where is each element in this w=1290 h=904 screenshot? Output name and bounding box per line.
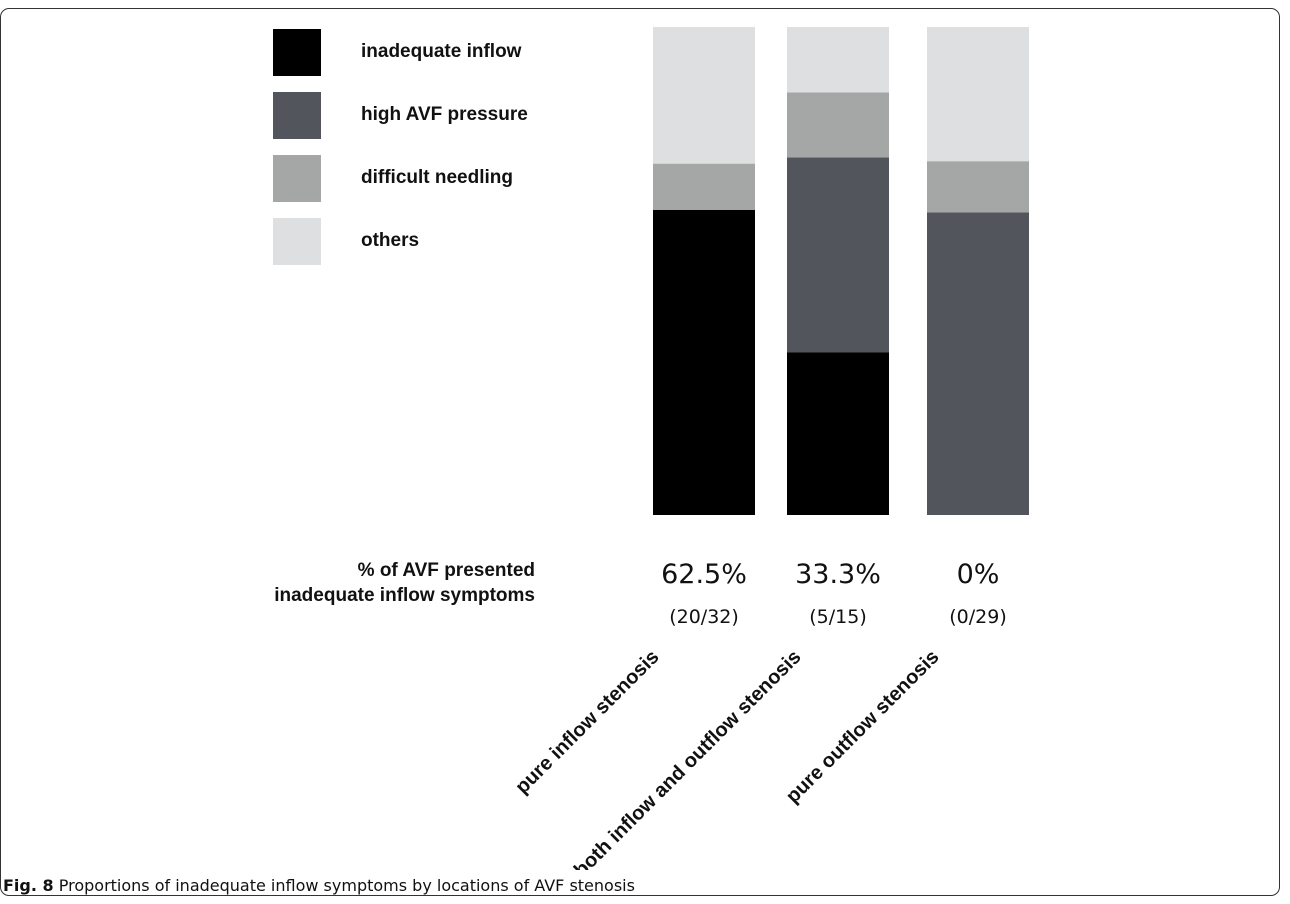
row-label-line-2: inadequate inflow symptoms: [274, 585, 535, 606]
bars: [653, 27, 1029, 515]
bar-segment: [653, 210, 755, 515]
category-label: both inflow and outflow stenosis: [570, 646, 806, 870]
legend-label: difficult needling: [361, 167, 513, 188]
bar-segment: [927, 27, 1029, 162]
fraction-label: (5/15): [809, 606, 867, 628]
legend-swatch: [273, 29, 321, 76]
fraction-label: (20/32): [669, 606, 739, 628]
bar-segment: [653, 27, 755, 164]
row-label-line-1: % of AVF presented: [358, 560, 535, 581]
figure-caption: Fig. 8 Proportions of inadequate inflow …: [3, 876, 635, 895]
stacked-bar-chart: inadequate inflow high AVF pressure diffic…: [273, 27, 1029, 870]
figure-caption-text: Proportions of inadequate inflow symptom…: [53, 876, 635, 895]
percent-label: 0%: [957, 559, 1000, 590]
legend-swatch: [273, 155, 321, 202]
bar-annotations: % of AVF presented inadequate inflow sym…: [274, 559, 1007, 628]
figure-caption-label: Fig. 8: [3, 876, 54, 895]
bar-segment: [927, 161, 1029, 213]
category-label: pure inflow stenosis: [511, 646, 663, 798]
legend-swatch: [273, 218, 321, 265]
legend: inadequate inflow high AVF pressure diffic…: [273, 29, 528, 265]
percent-label: 62.5%: [661, 559, 747, 590]
bar-segment: [927, 212, 1029, 515]
legend-swatch: [273, 92, 321, 139]
legend-label: inadequate inflow: [361, 41, 522, 62]
fraction-label: (0/29): [949, 606, 1007, 628]
bar-segment: [787, 157, 889, 353]
legend-label: high AVF pressure: [361, 104, 528, 125]
bar-segment: [787, 92, 889, 158]
percent-label: 33.3%: [795, 559, 881, 590]
bar-segment: [653, 163, 755, 210]
legend-label: others: [361, 230, 419, 251]
bar-segment: [787, 352, 889, 515]
category-label: pure outflow stenosis: [782, 646, 944, 808]
bar-segment: [787, 27, 889, 93]
